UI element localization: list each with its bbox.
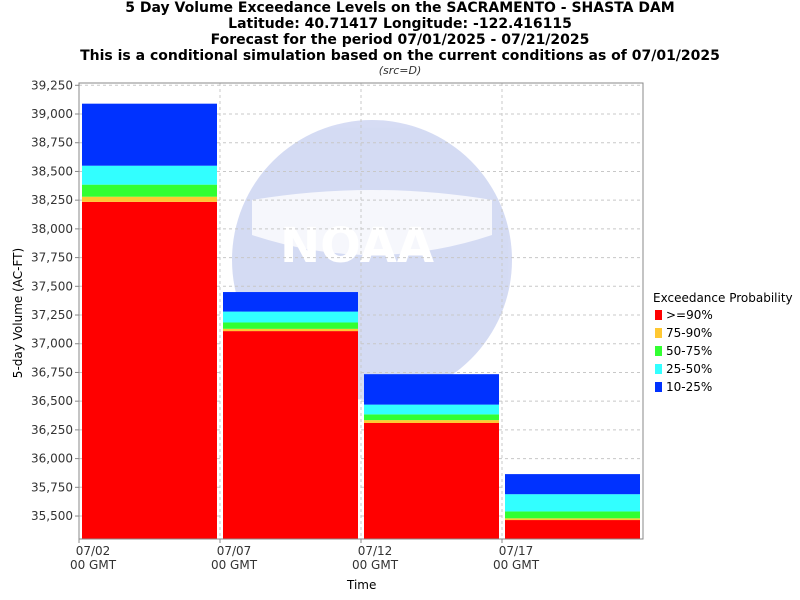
y-tick-label: 37,250 (31, 308, 73, 322)
chart-subtitle-location: Latitude: 40.71417 Longitude: -122.41611… (228, 16, 572, 32)
bar-segment (364, 374, 499, 405)
y-tick-label: 38,750 (31, 136, 73, 150)
y-tick-label: 37,750 (31, 251, 73, 265)
bar-segment (223, 328, 358, 332)
bar-segment (82, 201, 217, 540)
legend-item: >=90% (653, 306, 793, 324)
x-tick-label-time: 00 GMT (352, 558, 399, 572)
y-tick-label: 35,500 (31, 509, 73, 523)
legend-label: 75-90% (666, 326, 713, 340)
y-axis-title: 5-day Volume (AC-FT) (11, 247, 25, 379)
bar-segment (505, 494, 640, 512)
x-axis-title: Time (347, 578, 377, 592)
legend-item: 50-75% (653, 342, 793, 360)
y-tick-label: 35,750 (31, 480, 73, 494)
legend-item: 75-90% (653, 324, 793, 342)
y-tick-label: 36,250 (31, 423, 73, 437)
bar-segment (82, 165, 217, 185)
legend-label: 10-25% (666, 380, 713, 394)
x-tick-label: 07/17 (499, 544, 534, 558)
bar-segment (505, 511, 640, 519)
x-tick-label: 07/12 (358, 544, 393, 558)
bar-segment (364, 420, 499, 423)
x-tick-label: 07/02 (76, 544, 111, 558)
y-tick-label: 38,000 (31, 222, 73, 236)
x-tick-label-time: 00 GMT (70, 558, 117, 572)
x-tick-label-time: 00 GMT (211, 558, 258, 572)
chart-subtitle-conditions: This is a conditional simulation based o… (80, 48, 720, 64)
bar-segment (364, 414, 499, 421)
bar-segment (505, 474, 640, 495)
bar-segment (82, 196, 217, 202)
y-tick-label: 38,250 (31, 193, 73, 207)
bar-segment (364, 404, 499, 415)
bar-segment (223, 292, 358, 312)
legend-item: 10-25% (653, 378, 793, 396)
y-tick-label: 36,500 (31, 394, 73, 408)
y-tick-label: 39,000 (31, 107, 73, 121)
bars-group (82, 103, 640, 540)
y-tick-label: 39,250 (31, 78, 73, 92)
chart-titles: 5 Day Volume Exceedance Levels on the SA… (0, 0, 800, 78)
y-tick-label: 37,500 (31, 279, 73, 293)
legend-item: 25-50% (653, 360, 793, 378)
x-tick-label: 07/07 (217, 544, 252, 558)
legend-label: >=90% (666, 308, 713, 322)
chart-subtitle-period: Forecast for the period 07/01/2025 - 07/… (210, 32, 590, 48)
legend-swatch (655, 346, 662, 356)
legend-label: 25-50% (666, 362, 713, 376)
legend-swatch (655, 382, 662, 392)
bar-segment (505, 520, 640, 539)
y-tick-label: 36,000 (31, 452, 73, 466)
y-tick-label: 37,000 (31, 337, 73, 351)
legend-swatch (655, 310, 662, 320)
legend-label: 50-75% (666, 344, 713, 358)
chart-title: 5 Day Volume Exceedance Levels on the SA… (125, 0, 675, 16)
bar-segment (223, 311, 358, 323)
bar-segment (82, 184, 217, 197)
y-tick-label: 36,750 (31, 365, 73, 379)
chart-source-note: (src=D) (378, 64, 422, 77)
y-tick-label: 38,500 (31, 164, 73, 178)
legend-title: Exceedance Probability (653, 291, 793, 305)
legend-swatch (655, 328, 662, 338)
watermark-logo-text: NOAA (280, 218, 434, 274)
legend: Exceedance Probability >=90% 75-90% 50-7… (653, 290, 793, 396)
legend-swatch (655, 364, 662, 374)
x-tick-label-time: 00 GMT (493, 558, 540, 572)
bar-segment (223, 331, 358, 539)
bar-segment (505, 518, 640, 521)
bar-segment (82, 103, 217, 166)
axes-group: 35,500 35,750 36,000 36,250 36,500 36,750 37,0… (31, 78, 644, 572)
bar-segment (364, 422, 499, 539)
bar-segment (223, 322, 358, 329)
